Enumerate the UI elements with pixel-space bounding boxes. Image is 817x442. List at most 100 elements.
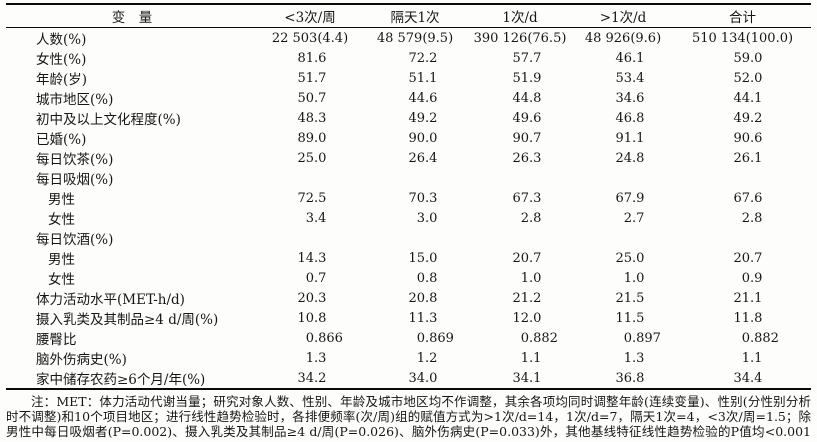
table-row: 女性(%) 81.6 72.2 57.7 46.1 59.0 xyxy=(6,48,811,69)
table-cell: 20.7 xyxy=(733,250,763,266)
table-cell: 20.7 xyxy=(512,250,542,266)
table-cell: 14.3 xyxy=(297,250,327,266)
table-cell xyxy=(258,168,362,188)
table-cell: 2.8 xyxy=(520,210,542,226)
column-header-every-other-day: 隔天1次 xyxy=(390,10,440,26)
table-cell: 52.0 xyxy=(733,70,763,86)
table-cell: 24.8 xyxy=(615,150,645,166)
table-cell: 89.0 xyxy=(297,130,327,146)
table-cell xyxy=(468,228,572,248)
row-label: 男性 xyxy=(48,252,75,268)
table-cell: 21.2 xyxy=(512,290,542,306)
table-cell xyxy=(258,228,362,248)
table-cell: 90.6 xyxy=(733,130,763,146)
row-label: 人数(%) xyxy=(36,32,87,48)
table-cell: 0.882 xyxy=(741,330,779,346)
table-cell: 46.8 xyxy=(615,110,645,126)
table-cell: 1.2 xyxy=(416,350,438,366)
table-wrapper: 变 量 <3次/周 隔天1次 1次/d >1次/d 合计 人数(%) 22 503… xyxy=(6,3,811,390)
table-cell: 67.6 xyxy=(733,190,763,206)
table-row: 脑外伤病史(%) 1.3 1.2 1.1 1.3 1.1 xyxy=(6,348,811,369)
table-cell: 1.0 xyxy=(520,270,542,286)
row-label: 女性 xyxy=(48,212,75,228)
table-cell: 72.5 xyxy=(297,190,327,206)
table-row: 腰臀比 0.866 0.869 0.882 0.897 0.882 xyxy=(6,328,811,349)
table-cell: 51.7 xyxy=(297,70,327,86)
table-cell: 72.2 xyxy=(408,50,438,66)
row-label: 家中储存农药≥6个月/年(%) xyxy=(36,372,206,388)
table-cell: 67.9 xyxy=(615,190,645,206)
table-cell: 0.8 xyxy=(416,270,438,286)
table-cell: 10.8 xyxy=(297,310,327,326)
table-cell: 48 926(9.6) xyxy=(584,30,662,46)
table-cell: 2.7 xyxy=(623,210,645,226)
row-label: 每日饮茶(%) xyxy=(36,152,114,168)
column-header-gt-once-daily: >1次/d xyxy=(599,10,647,26)
table-cell: 2.8 xyxy=(741,210,763,226)
table-cell: 34.1 xyxy=(512,370,542,386)
column-header-variable: 变 量 xyxy=(111,10,153,26)
table-header-row: 变 量 <3次/周 隔天1次 1次/d >1次/d 合计 xyxy=(6,4,811,28)
table-cell: 57.7 xyxy=(512,50,542,66)
baseline-characteristics-table: 变 量 <3次/周 隔天1次 1次/d >1次/d 合计 人数(%) 22 503… xyxy=(6,3,811,390)
table-cell: 20.3 xyxy=(297,290,327,306)
table-cell: 20.8 xyxy=(408,290,438,306)
table-row: 每日饮酒(%) xyxy=(6,228,811,248)
table-cell: 1.3 xyxy=(623,350,645,366)
row-label: 体力活动水平(MET-h/d) xyxy=(36,292,185,308)
table-cell xyxy=(572,168,674,188)
table-cell: 0.897 xyxy=(623,330,661,346)
column-header-lt3-per-week: <3次/周 xyxy=(284,10,336,26)
table-cell: 0.7 xyxy=(305,270,327,286)
table-cell: 44.8 xyxy=(512,90,542,106)
column-header-total: 合计 xyxy=(729,10,756,26)
table-cell: 11.5 xyxy=(615,310,645,326)
table-row: 已婚(%) 89.0 90.0 90.7 91.1 90.6 xyxy=(6,128,811,149)
table-cell: 21.5 xyxy=(615,290,645,306)
table-cell xyxy=(468,168,572,188)
table-cell: 0.866 xyxy=(305,330,343,346)
table-cell: 3.0 xyxy=(416,210,438,226)
table-cell: 44.6 xyxy=(408,90,438,106)
table-cell: 46.1 xyxy=(615,50,645,66)
table-row: 城市地区(%) 50.7 44.6 44.8 34.6 44.1 xyxy=(6,88,811,109)
table-cell: 49.6 xyxy=(512,110,542,126)
table-cell: 67.3 xyxy=(512,190,542,206)
table-cell: 3.4 xyxy=(305,210,327,226)
table-cell: 51.1 xyxy=(408,70,438,86)
footnote-line: 注：MET：体力活动代谢当量；研究对象人数、性别、年龄及城市地区均不作调整，其余… xyxy=(31,394,811,409)
footnote-line: 时不调整)和10个项目地区；进行线性趋势检验时，各排便频率(次/周)组的赋值方式… xyxy=(6,408,811,424)
table-cell: 1.1 xyxy=(520,350,542,366)
row-label: 女性(%) xyxy=(36,52,87,68)
table-cell: 0.9 xyxy=(741,270,763,286)
table-cell: 81.6 xyxy=(297,50,327,66)
table-cell xyxy=(362,228,468,248)
table-cell: 15.0 xyxy=(408,250,438,266)
table-cell: 12.0 xyxy=(512,310,542,326)
row-label: 初中及以上文化程度(%) xyxy=(36,112,181,128)
table-row: 摄入乳类及其制品≥4 d/周(%) 10.8 11.3 12.0 11.5 11.8 xyxy=(6,308,811,329)
row-label: 每日吸烟(%) xyxy=(36,172,114,188)
table-cell: 90.0 xyxy=(408,130,438,146)
table-cell: 70.3 xyxy=(408,190,438,206)
table-row: 人数(%) 22 503(4.4) 48 579(9.5) 390 126(76.5)… xyxy=(6,28,811,49)
table-cell: 53.4 xyxy=(615,70,645,86)
row-label: 女性 xyxy=(48,272,75,288)
table-row: 女性 3.4 3.0 2.8 2.7 2.8 xyxy=(6,208,811,229)
table-cell: 51.9 xyxy=(512,70,542,86)
table-cell: 36.8 xyxy=(615,370,645,386)
table-row: 年龄(岁) 51.7 51.1 51.9 53.4 52.0 xyxy=(6,68,811,89)
table-row: 家中储存农药≥6个月/年(%) 34.2 34.0 34.1 36.8 34.4 xyxy=(6,368,811,389)
row-label: 男性 xyxy=(48,192,75,208)
row-label: 每日饮酒(%) xyxy=(36,232,114,248)
table-row: 女性 0.7 0.8 1.0 1.0 0.9 xyxy=(6,268,811,289)
table-cell: 34.0 xyxy=(408,370,438,386)
table-row: 男性 72.5 70.3 67.3 67.9 67.6 xyxy=(6,188,811,209)
table-cell: 25.0 xyxy=(615,250,645,266)
row-label: 城市地区(%) xyxy=(36,92,114,108)
table-cell: 11.3 xyxy=(408,310,438,326)
table-cell: 48.3 xyxy=(297,110,327,126)
table-cell: 1.0 xyxy=(623,270,645,286)
table-cell xyxy=(674,168,811,188)
table-footnote: 注：MET：体力活动代谢当量；研究对象人数、性别、年龄及城市地区均不作调整，其余… xyxy=(6,394,811,439)
